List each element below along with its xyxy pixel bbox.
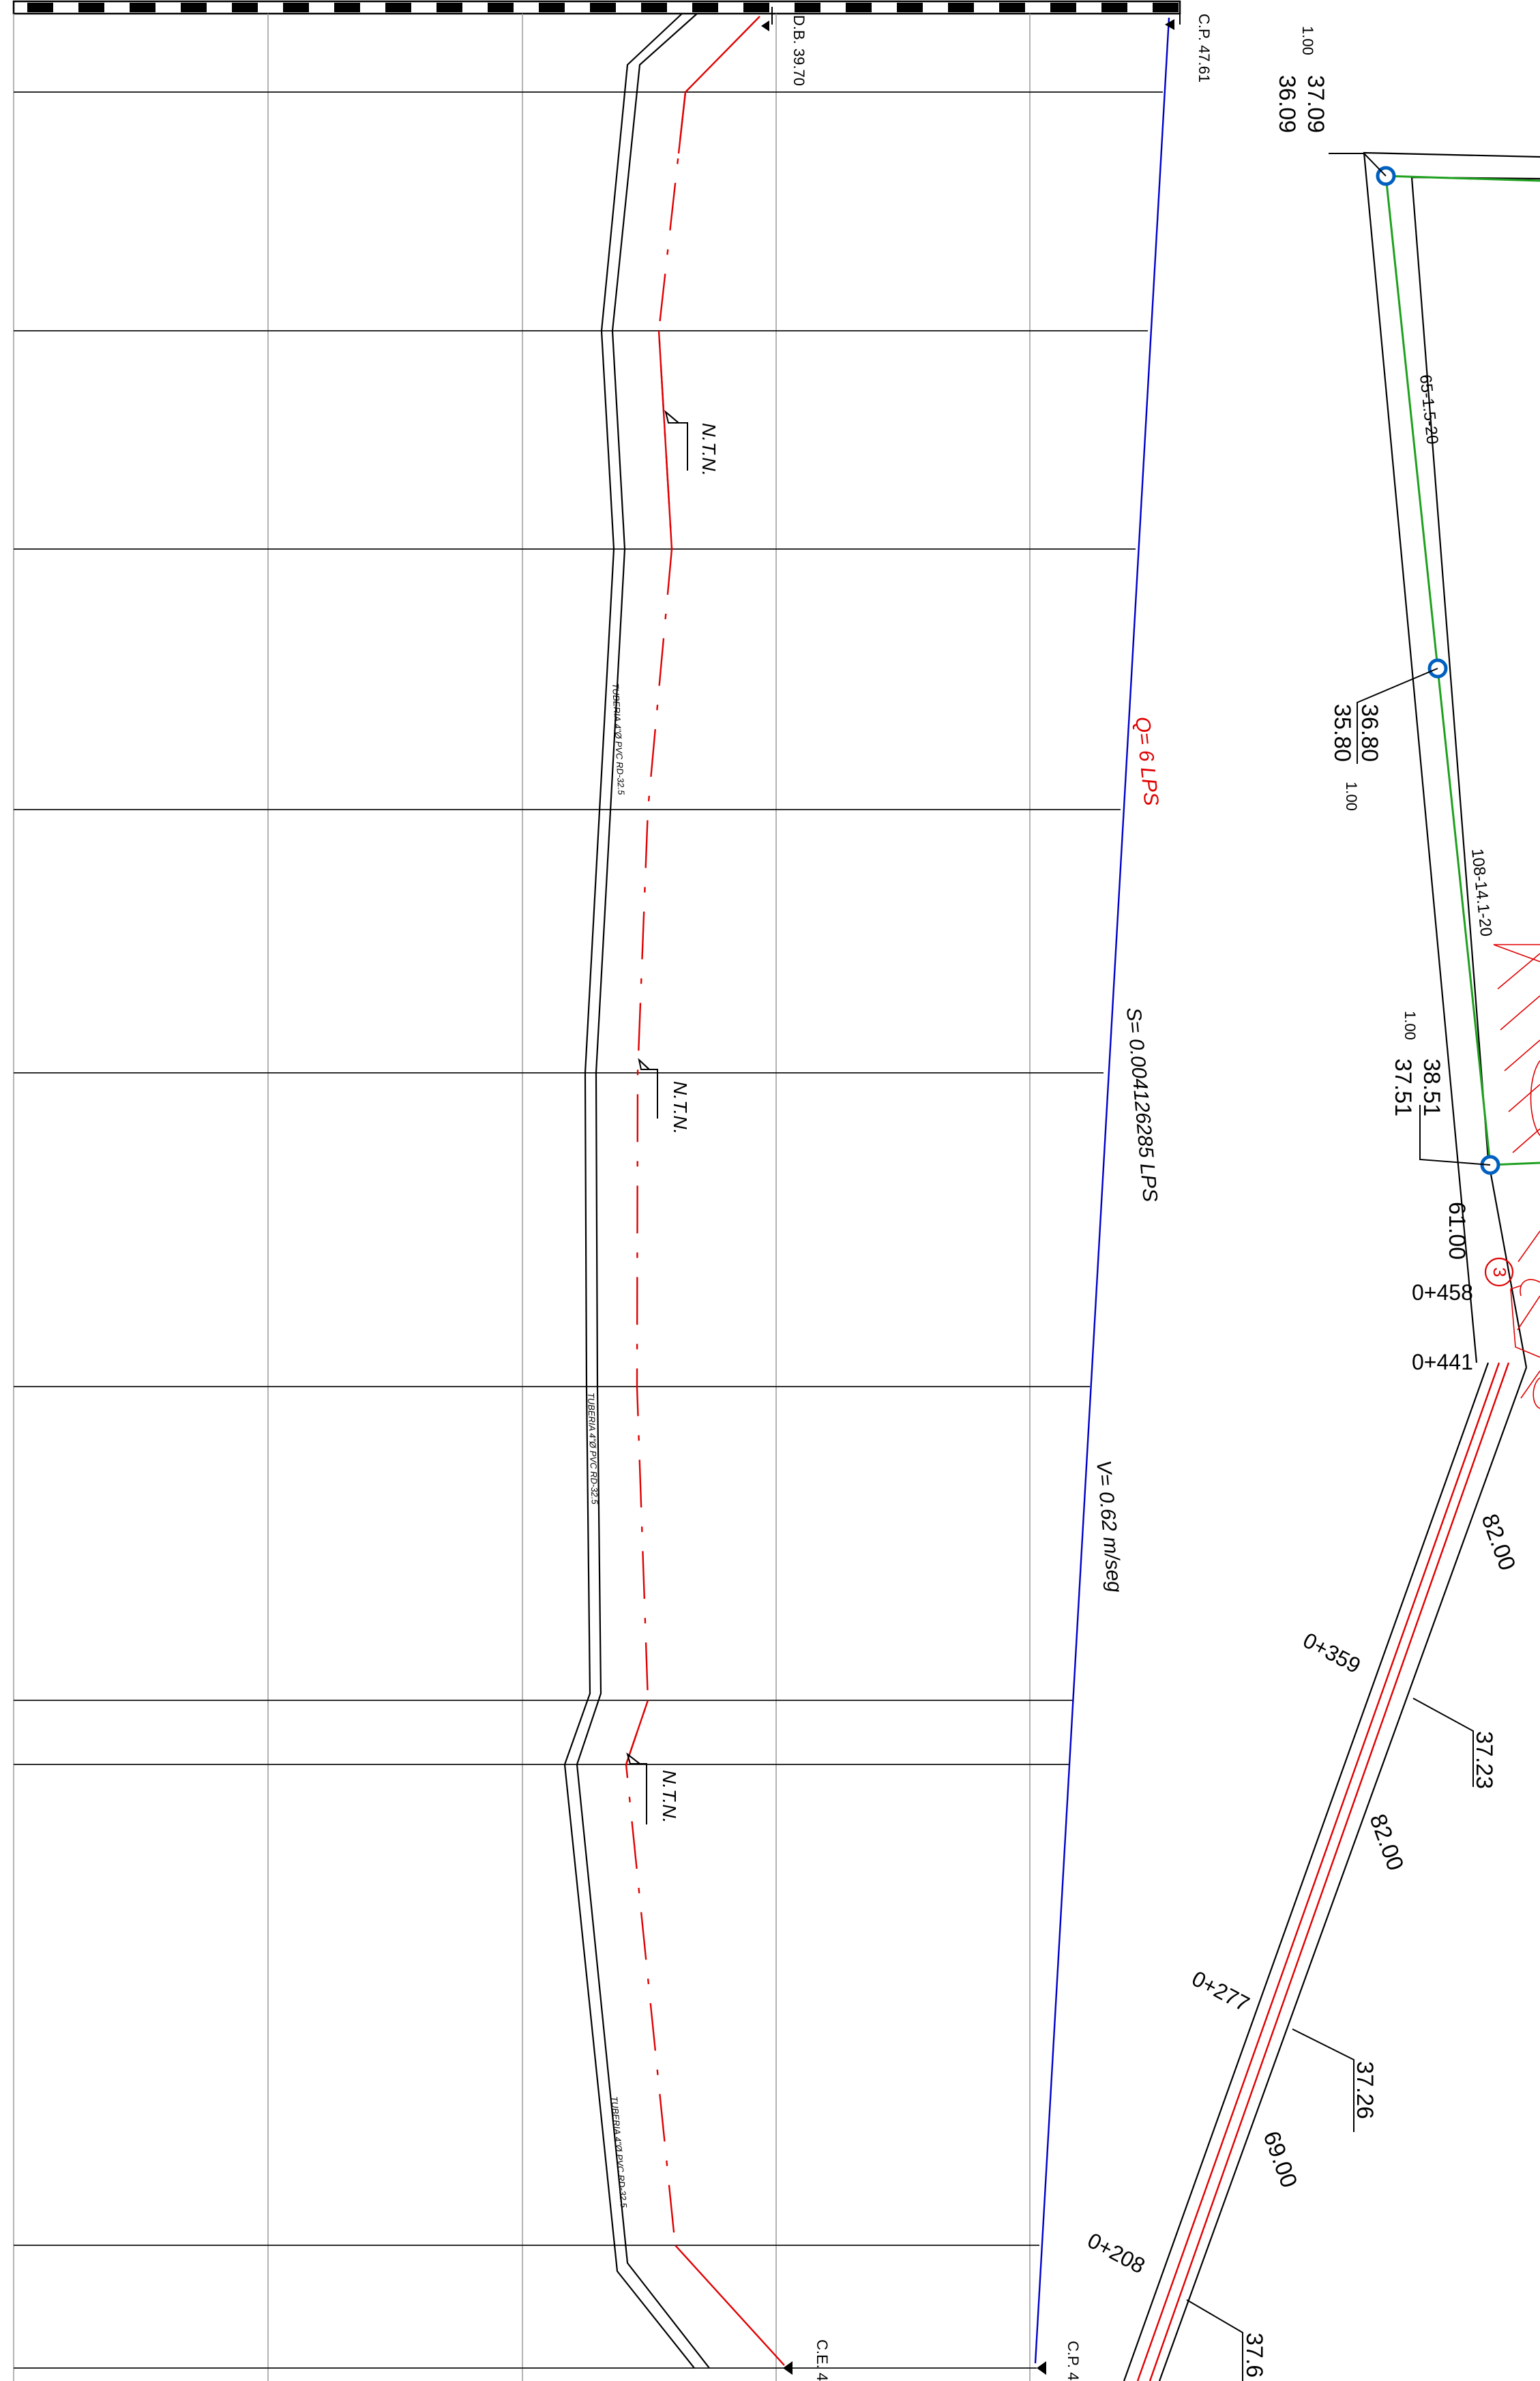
plan-view: 37.09 36.09 1.00 36.80 35.80 1.00 38.51 …	[1084, 26, 1540, 2381]
elev-376: 37.6	[1241, 2333, 1267, 2378]
node-b-depth: 1.00	[1343, 782, 1360, 811]
hydraulic-grade-line	[1034, 17, 1170, 2364]
dist-61: 61.00	[1444, 1202, 1470, 1260]
ntn-label-3: N.T.N.	[659, 1770, 680, 1823]
ntn-label-2: N.T.N.	[670, 1081, 691, 1134]
scale-block	[1153, 3, 1179, 12]
station-208: 0+208	[1084, 2228, 1149, 2278]
dist-69: 69.00	[1258, 2128, 1302, 2191]
profile-grid	[13, 14, 1163, 2381]
scale-block	[692, 3, 718, 12]
segment-bc-label: 108-14.1-20	[1468, 848, 1495, 938]
station-441: 0+441	[1412, 1350, 1473, 1374]
ntn-label-1: N.T.N.	[698, 423, 720, 476]
top-right-marker-label: C.P. 47.61	[1196, 14, 1213, 83]
ntn-marker-3: N.T.N.	[626, 1752, 680, 1824]
scale-block	[641, 3, 667, 12]
node-c-bottom: 37.51	[1390, 1059, 1416, 1116]
scale-block	[436, 3, 462, 12]
dist-82b: 82.00	[1364, 1811, 1408, 1874]
node-c-top: 38.51	[1419, 1059, 1445, 1116]
bottom-left-marker-label: C.E. 4	[814, 2339, 831, 2381]
scale-block	[948, 3, 974, 12]
terrain-profile	[563, 13, 710, 2369]
bottom-right-marker: C.P. 4	[1037, 2341, 1082, 2380]
scale-bar	[12, 0, 1181, 15]
scale-block	[334, 3, 360, 12]
station-458: 0+458	[1412, 1280, 1473, 1305]
scale-block	[897, 3, 923, 12]
scale-block	[1101, 3, 1127, 12]
node-number: 3	[1490, 1267, 1510, 1277]
node-a-top: 37.09	[1303, 75, 1329, 133]
hatch-area	[1493, 944, 1540, 1409]
dist-82a: 82.00	[1476, 1511, 1520, 1574]
node-b-top: 36.80	[1357, 704, 1382, 762]
scale-block	[590, 3, 616, 12]
node-a-depth: 1.00	[1299, 26, 1316, 55]
node-a-bottom: 36.09	[1274, 75, 1300, 133]
top-left-marker: D.B. 39.70	[761, 7, 808, 86]
top-right-marker: C.P. 47.61	[1165, 7, 1213, 83]
station-359: 0+359	[1299, 1627, 1365, 1678]
pipe-profile	[625, 16, 785, 2366]
scale-block	[539, 3, 565, 12]
scale-block	[795, 3, 820, 12]
scale-block	[232, 3, 258, 12]
ntn-marker-1: N.T.N.	[664, 410, 720, 476]
slope-label: S= 0.004126285 LPS	[1122, 1007, 1161, 1203]
scale-block	[1050, 3, 1076, 12]
scale-block	[743, 3, 769, 12]
scale-block	[78, 3, 104, 12]
pipe-label-3: TUBERIA 4"Ø PVC RD-32.5	[609, 2096, 629, 2208]
top-left-marker-label: D.B. 39.70	[790, 15, 808, 86]
ntn-marker-2: N.T.N.	[638, 1058, 691, 1134]
elev-3726: 37.26	[1352, 2061, 1378, 2119]
flow-label: Q= 6 LPS	[1131, 715, 1163, 807]
elev-3723: 37.23	[1471, 1731, 1497, 1789]
scale-block	[385, 3, 411, 12]
velocity-label: V= 0.62 m/seg	[1092, 1460, 1126, 1594]
scale-block	[846, 3, 872, 12]
bottom-left-marker: C.E. 4	[783, 2339, 831, 2381]
station-277: 0+277	[1188, 1966, 1254, 2016]
scale-block	[488, 3, 514, 12]
scale-block	[27, 3, 53, 12]
scale-block	[283, 3, 309, 12]
node-c-depth: 1.00	[1402, 1011, 1419, 1040]
bottom-right-marker-label: C.P. 4	[1065, 2341, 1082, 2380]
node-b-bottom: 35.80	[1329, 704, 1355, 762]
pipe-label-2: TUBERIA 4"Ø PVC RD-32.5	[586, 1393, 600, 1505]
segment-ab-label: 65-1.5-20	[1416, 374, 1442, 445]
scale-block	[130, 3, 156, 12]
node-number-circle	[1484, 1257, 1514, 1287]
scale-block	[999, 3, 1025, 12]
scale-block	[181, 3, 207, 12]
